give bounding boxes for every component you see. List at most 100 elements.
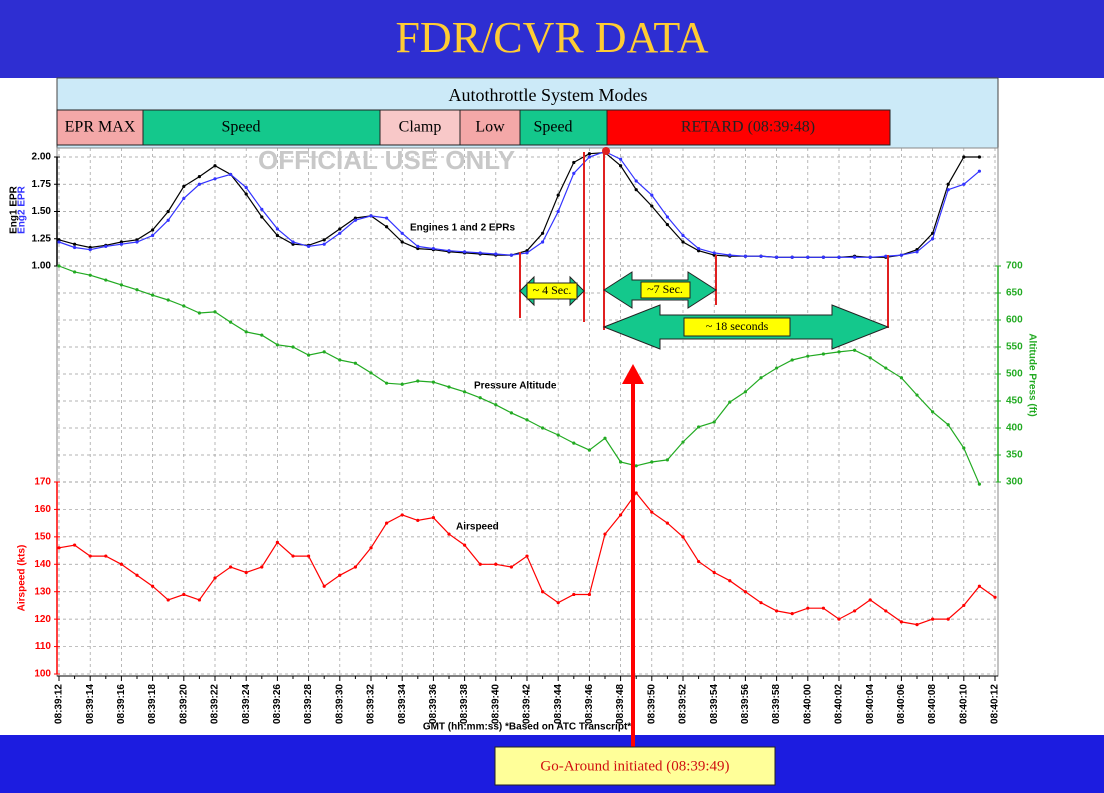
data-point [416, 244, 420, 248]
data-point [88, 248, 92, 252]
data-point [525, 554, 529, 558]
data-point [73, 543, 77, 547]
data-point [853, 609, 857, 613]
y-tick-label: 350 [1006, 450, 1023, 461]
data-point [275, 233, 279, 238]
data-point [275, 540, 279, 544]
data-point [73, 245, 77, 250]
series-line [58, 151, 980, 258]
data-point [385, 381, 389, 385]
y-tick-label: 450 [1006, 396, 1023, 407]
axis-title: Eng1 EPR [9, 185, 20, 234]
interval-label: ~7 Sec. [647, 282, 683, 296]
data-point [806, 606, 810, 610]
data-point [353, 565, 357, 569]
data-point [853, 348, 857, 352]
data-point [104, 554, 108, 558]
data-point [166, 218, 170, 222]
data-point [197, 175, 201, 179]
y-tick-label: 400 [1006, 423, 1023, 434]
data-point [634, 491, 638, 495]
data-point [463, 543, 467, 547]
data-point [681, 233, 685, 238]
data-point [587, 152, 592, 156]
data-point [775, 609, 779, 613]
data-point [821, 352, 826, 356]
data-point [977, 155, 982, 159]
callout-box [494, 746, 776, 786]
data-point [338, 573, 342, 577]
mode-box [379, 109, 461, 146]
data-point [135, 288, 139, 292]
x-tick-label: 08:39:44 [553, 684, 564, 724]
data-point [525, 418, 529, 422]
data-point [681, 440, 685, 444]
data-point [260, 565, 264, 569]
data-point [322, 242, 326, 246]
x-axis-title: GMT (hh:mm:ss) *Based on ATC Transcript* [423, 722, 631, 733]
x-tick-label: 08:39:42 [522, 684, 533, 724]
x-tick-label: 08:39:18 [147, 684, 158, 724]
data-point [385, 216, 389, 220]
x-tick-label: 08:39:38 [459, 684, 470, 724]
data-point [494, 403, 498, 407]
data-point [634, 464, 638, 468]
x-tick-label: 08:39:48 [615, 684, 626, 724]
data-point [837, 617, 841, 621]
data-point [151, 233, 155, 238]
data-point [775, 366, 779, 370]
data-point [119, 562, 123, 566]
data-point [697, 559, 701, 564]
data-point [853, 255, 857, 259]
data-point [868, 356, 872, 360]
y-tick-label: 600 [1006, 315, 1023, 326]
data-point [166, 298, 170, 302]
data-point [619, 164, 623, 168]
data-point [603, 532, 607, 536]
data-point [213, 177, 217, 181]
title-banner [0, 0, 1104, 78]
data-point [275, 343, 279, 347]
data-point [88, 273, 92, 277]
data-point [665, 222, 670, 227]
data-point [478, 396, 482, 400]
data-point [197, 598, 201, 602]
data-point [977, 482, 982, 486]
data-point [650, 193, 654, 197]
plot-frame [56, 147, 999, 677]
data-point [57, 240, 61, 244]
mode-label: Speed [533, 119, 572, 136]
data-point [260, 215, 264, 219]
data-point [619, 513, 623, 517]
x-tick-label: 08:39:24 [241, 684, 252, 724]
mode-label: Clamp [399, 119, 442, 136]
data-point [182, 196, 186, 201]
data-point [650, 510, 654, 514]
x-tick-label: 08:40:04 [865, 684, 876, 724]
data-point [135, 240, 139, 244]
data-point [977, 584, 982, 588]
data-point [993, 595, 997, 599]
interval-label-box [683, 317, 791, 337]
y-tick-label: 2.00 [32, 152, 52, 163]
slide-title: FDR/CVR DATA [395, 13, 708, 62]
data-point [385, 521, 389, 525]
data-point [182, 592, 186, 597]
data-point [728, 400, 732, 404]
data-point [400, 513, 404, 517]
y-tick-label: 650 [1006, 288, 1023, 299]
axis-title: Airspeed (kts) [17, 545, 28, 612]
data-point [369, 546, 373, 550]
x-tick-label: 08:39:50 [646, 684, 657, 724]
data-point [650, 460, 654, 464]
data-point [229, 172, 233, 177]
data-point [884, 254, 888, 258]
data-point [447, 385, 451, 389]
data-point [962, 182, 966, 186]
data-point [587, 448, 592, 452]
data-point [946, 188, 950, 192]
data-point [541, 231, 545, 235]
x-tick-label: 08:40:08 [927, 684, 938, 724]
data-point [400, 231, 404, 235]
data-point [915, 393, 919, 397]
